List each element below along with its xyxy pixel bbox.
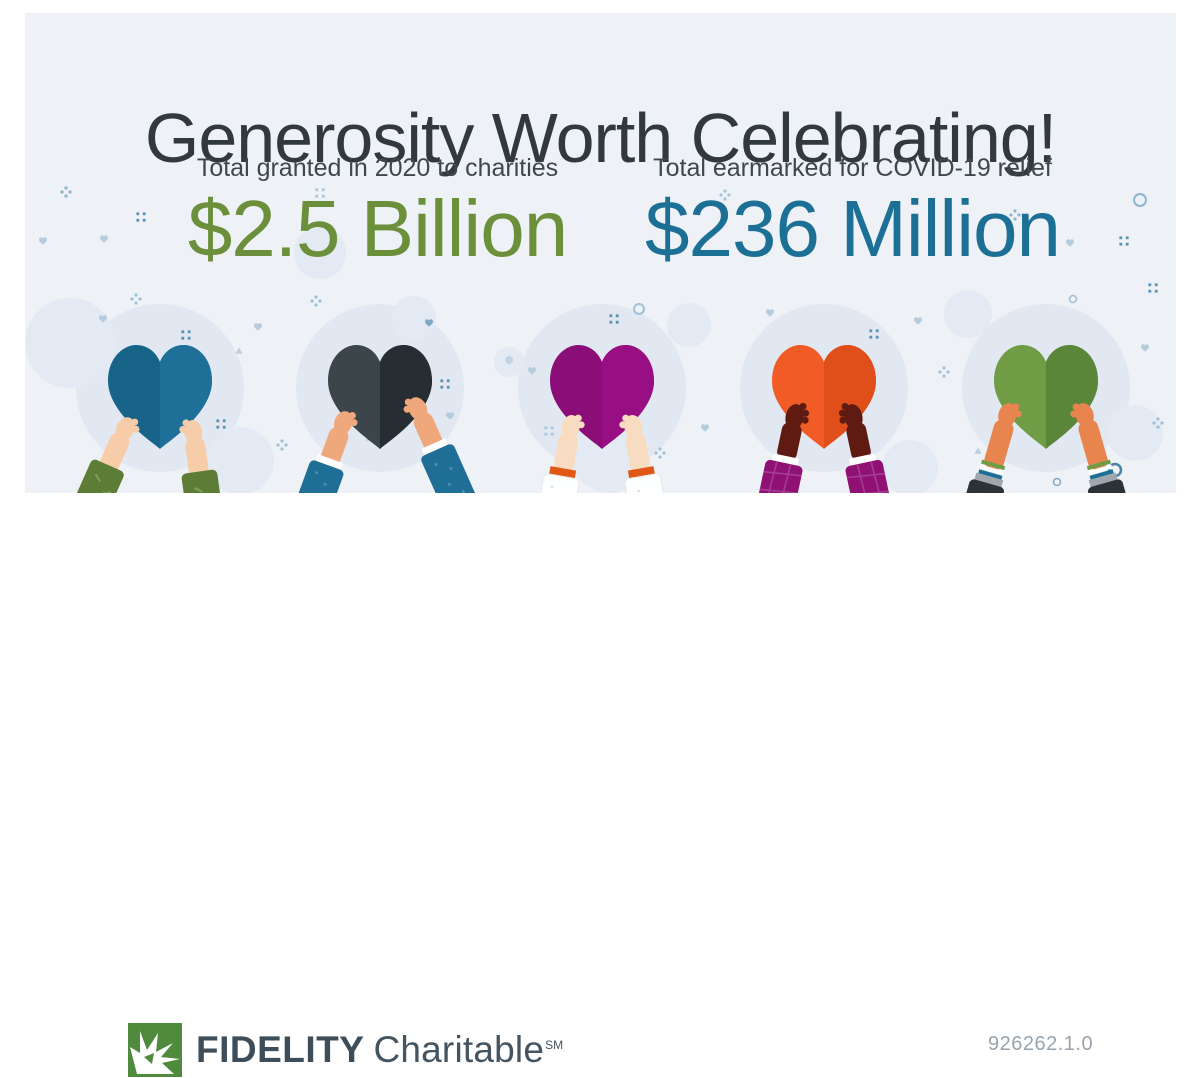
stat-granted: Total granted in 2020 to charities $2.5 … <box>105 153 650 275</box>
brand-fidelity: FIDELITY <box>196 1029 364 1070</box>
stat-covid-value: $236 Million <box>580 183 1125 275</box>
infographic-page: { "banner": { "title": "Generosity Worth… <box>0 0 1200 627</box>
stat-granted-label: Total granted in 2020 to charities <box>105 153 650 183</box>
stat-covid: Total earmarked for COVID-19 relief $236… <box>580 153 1125 275</box>
stat-covid-label: Total earmarked for COVID-19 relief <box>580 153 1125 183</box>
fidelity-pinwheel-icon <box>128 1023 182 1077</box>
banner: Generosity Worth Celebrating! Total gran… <box>25 13 1176 493</box>
brand-sm-mark: SM <box>545 1038 563 1052</box>
doc-number: 926262.1.0 <box>988 1033 1093 1056</box>
brand-charitable: Charitable <box>373 1029 544 1070</box>
stat-granted-value: $2.5 Billion <box>105 183 650 275</box>
